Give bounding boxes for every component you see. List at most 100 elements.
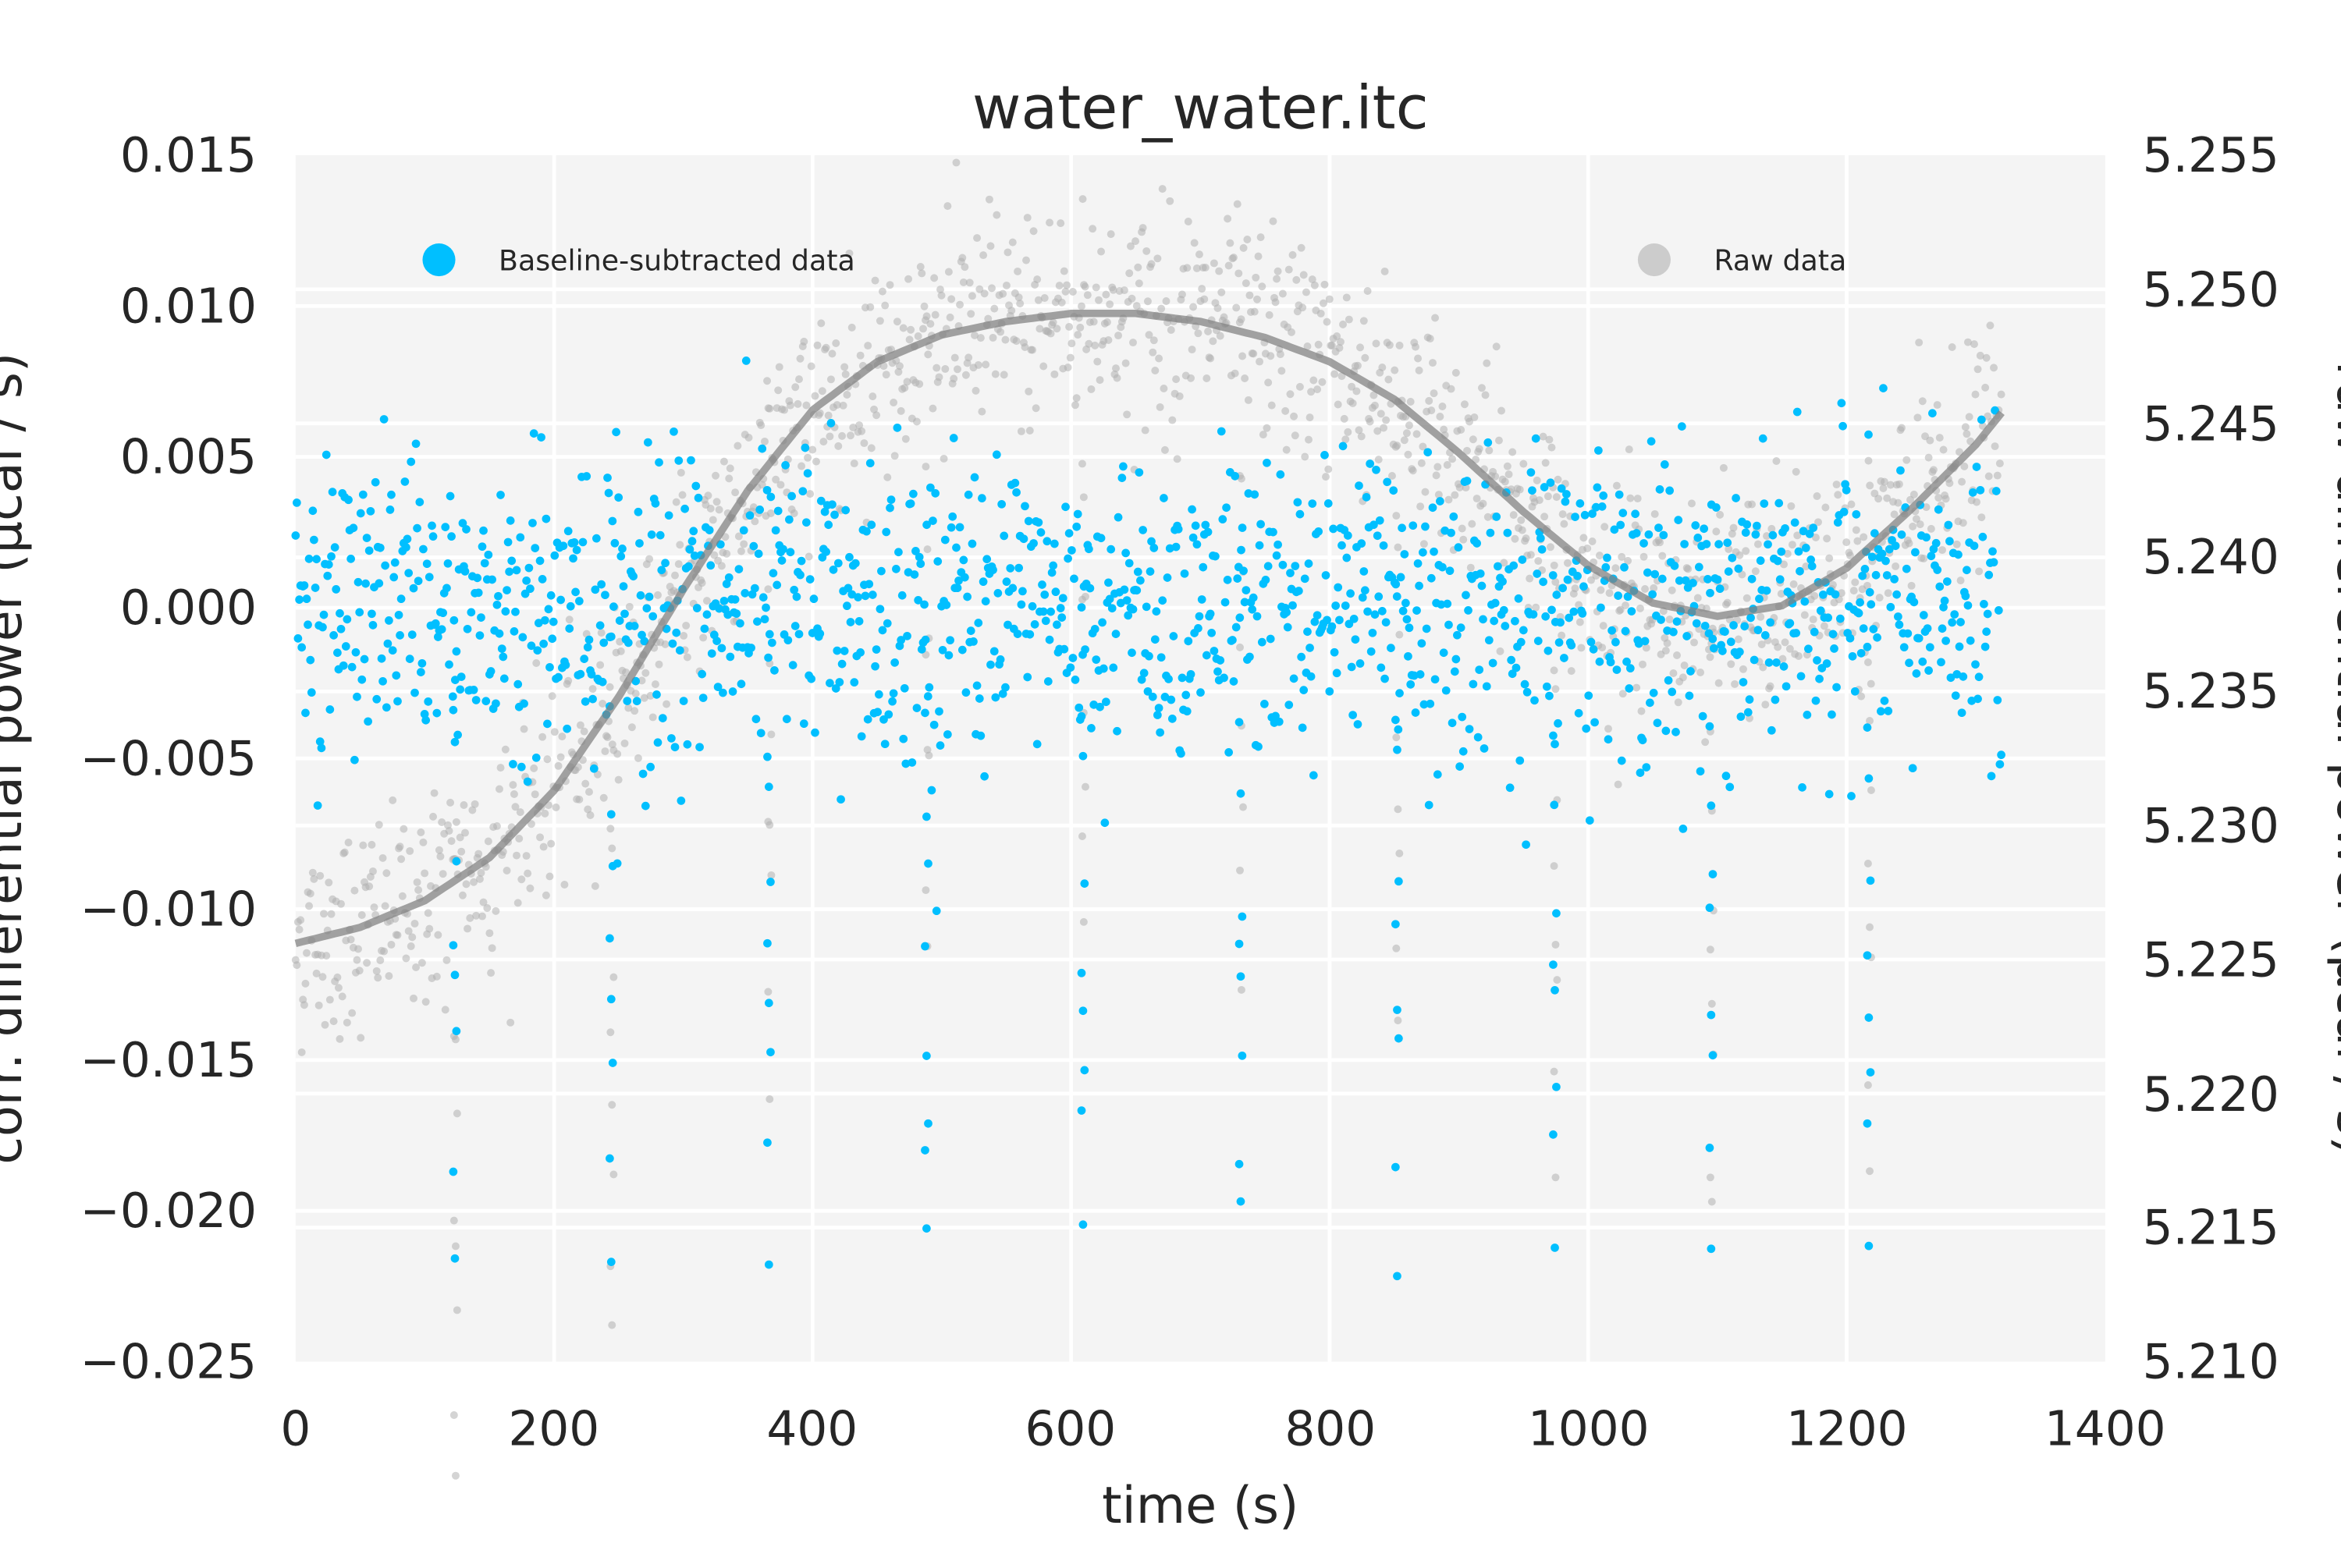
x-tick-label: 0 — [280, 1402, 311, 1457]
baseline-subtracted-point — [801, 443, 810, 452]
baseline-subtracted-point — [1551, 740, 1559, 749]
baseline-subtracted-point — [912, 704, 922, 712]
baseline-subtracted-point — [1236, 1197, 1245, 1206]
raw-data-point — [1055, 282, 1064, 290]
baseline-subtracted-point — [724, 573, 734, 582]
baseline-subtracted-point — [480, 559, 489, 568]
baseline-subtracted-point — [474, 588, 483, 598]
raw-data-point — [1431, 314, 1440, 322]
baseline-subtracted-point — [1182, 707, 1192, 716]
baseline-subtracted-point — [1746, 613, 1755, 623]
baseline-subtracted-point — [1335, 615, 1344, 625]
baseline-subtracted-point — [1674, 516, 1683, 524]
baseline-subtracted-point — [1621, 626, 1630, 636]
raw-data-point — [608, 1101, 616, 1109]
baseline-subtracted-point — [1552, 1082, 1561, 1091]
raw-data-point — [712, 471, 720, 480]
baseline-subtracted-point — [1075, 703, 1084, 712]
baseline-subtracted-point — [531, 753, 541, 762]
raw-data-point — [1993, 471, 2002, 480]
raw-data-point — [1845, 551, 1854, 559]
baseline-subtracted-point — [1310, 617, 1320, 626]
baseline-subtracted-point — [1745, 695, 1754, 704]
raw-data-point — [374, 974, 382, 982]
baseline-subtracted-point — [657, 566, 666, 575]
baseline-subtracted-point — [1238, 523, 1247, 532]
baseline-subtracted-point — [910, 570, 919, 579]
baseline-subtracted-point — [297, 643, 307, 652]
baseline-subtracted-point — [1391, 1162, 1400, 1172]
raw-data-point — [1155, 354, 1163, 363]
raw-data-point — [1735, 551, 1744, 559]
baseline-subtracted-point — [510, 627, 519, 636]
baseline-subtracted-point — [1828, 710, 1836, 719]
baseline-subtracted-point — [1096, 702, 1104, 711]
baseline-subtracted-point — [1077, 968, 1086, 977]
raw-data-point — [1546, 543, 1554, 552]
raw-data-point — [1336, 338, 1345, 346]
raw-data-point — [832, 339, 840, 347]
raw-data-point — [1706, 653, 1714, 662]
raw-data-point — [492, 906, 500, 915]
baseline-subtracted-point — [353, 692, 361, 701]
baseline-subtracted-point — [1982, 627, 1991, 637]
baseline-subtracted-point — [580, 655, 589, 663]
baseline-subtracted-point — [1657, 615, 1665, 624]
raw-data-point — [641, 669, 650, 677]
raw-data-point — [1680, 662, 1689, 670]
raw-data-point — [402, 954, 410, 963]
baseline-subtracted-point — [955, 523, 964, 532]
raw-data-point — [407, 942, 415, 951]
raw-data-point — [1302, 288, 1310, 296]
baseline-subtracted-point — [781, 461, 790, 470]
legend-label-baseline-subtracted: Baseline-subtracted data — [499, 243, 855, 277]
baseline-subtracted-point — [805, 575, 815, 584]
baseline-subtracted-point — [952, 543, 961, 552]
raw-data-point — [1271, 298, 1280, 307]
raw-data-point — [1496, 647, 1504, 655]
baseline-subtracted-point — [1124, 611, 1133, 620]
baseline-subtracted-point — [620, 609, 629, 619]
raw-data-point — [682, 621, 691, 630]
baseline-subtracted-point — [1924, 666, 1933, 675]
baseline-subtracted-point — [503, 586, 511, 594]
baseline-subtracted-point — [1980, 600, 1988, 608]
baseline-subtracted-point — [1681, 576, 1690, 585]
baseline-subtracted-point — [921, 942, 929, 951]
baseline-subtracted-point — [706, 561, 716, 570]
baseline-subtracted-point — [1578, 609, 1587, 618]
baseline-subtracted-point — [1236, 972, 1245, 981]
raw-data-point — [1114, 332, 1123, 340]
baseline-subtracted-point — [413, 523, 421, 533]
raw-data-point — [1560, 520, 1568, 528]
baseline-subtracted-point — [1220, 673, 1228, 683]
baseline-subtracted-point — [758, 444, 767, 453]
baseline-subtracted-point — [668, 639, 677, 648]
baseline-subtracted-point — [561, 661, 570, 669]
raw-data-point — [591, 882, 599, 890]
raw-data-point — [1978, 422, 1987, 431]
baseline-subtracted-point — [1973, 694, 1982, 704]
baseline-subtracted-point — [820, 507, 829, 516]
baseline-subtracted-point — [1077, 603, 1086, 612]
baseline-subtracted-point — [1785, 619, 1795, 628]
raw-data-point — [596, 661, 605, 669]
raw-data-point — [1323, 318, 1331, 326]
raw-data-point — [1956, 448, 1963, 456]
raw-data-point — [1325, 295, 1334, 303]
baseline-subtracted-point — [1828, 630, 1838, 639]
baseline-subtracted-point — [915, 552, 924, 562]
baseline-subtracted-point — [321, 450, 331, 459]
baseline-subtracted-point — [501, 607, 510, 616]
raw-data-point — [542, 891, 550, 899]
baseline-subtracted-point — [920, 600, 929, 609]
raw-data-point — [1958, 477, 1966, 486]
raw-data-point — [1305, 413, 1314, 422]
baseline-subtracted-point — [1551, 985, 1559, 995]
raw-data-point — [435, 846, 443, 854]
raw-data-point — [1061, 287, 1070, 296]
raw-data-point — [881, 301, 890, 310]
raw-data-point — [474, 850, 483, 858]
raw-data-point — [834, 442, 843, 450]
raw-data-point — [993, 211, 1001, 219]
